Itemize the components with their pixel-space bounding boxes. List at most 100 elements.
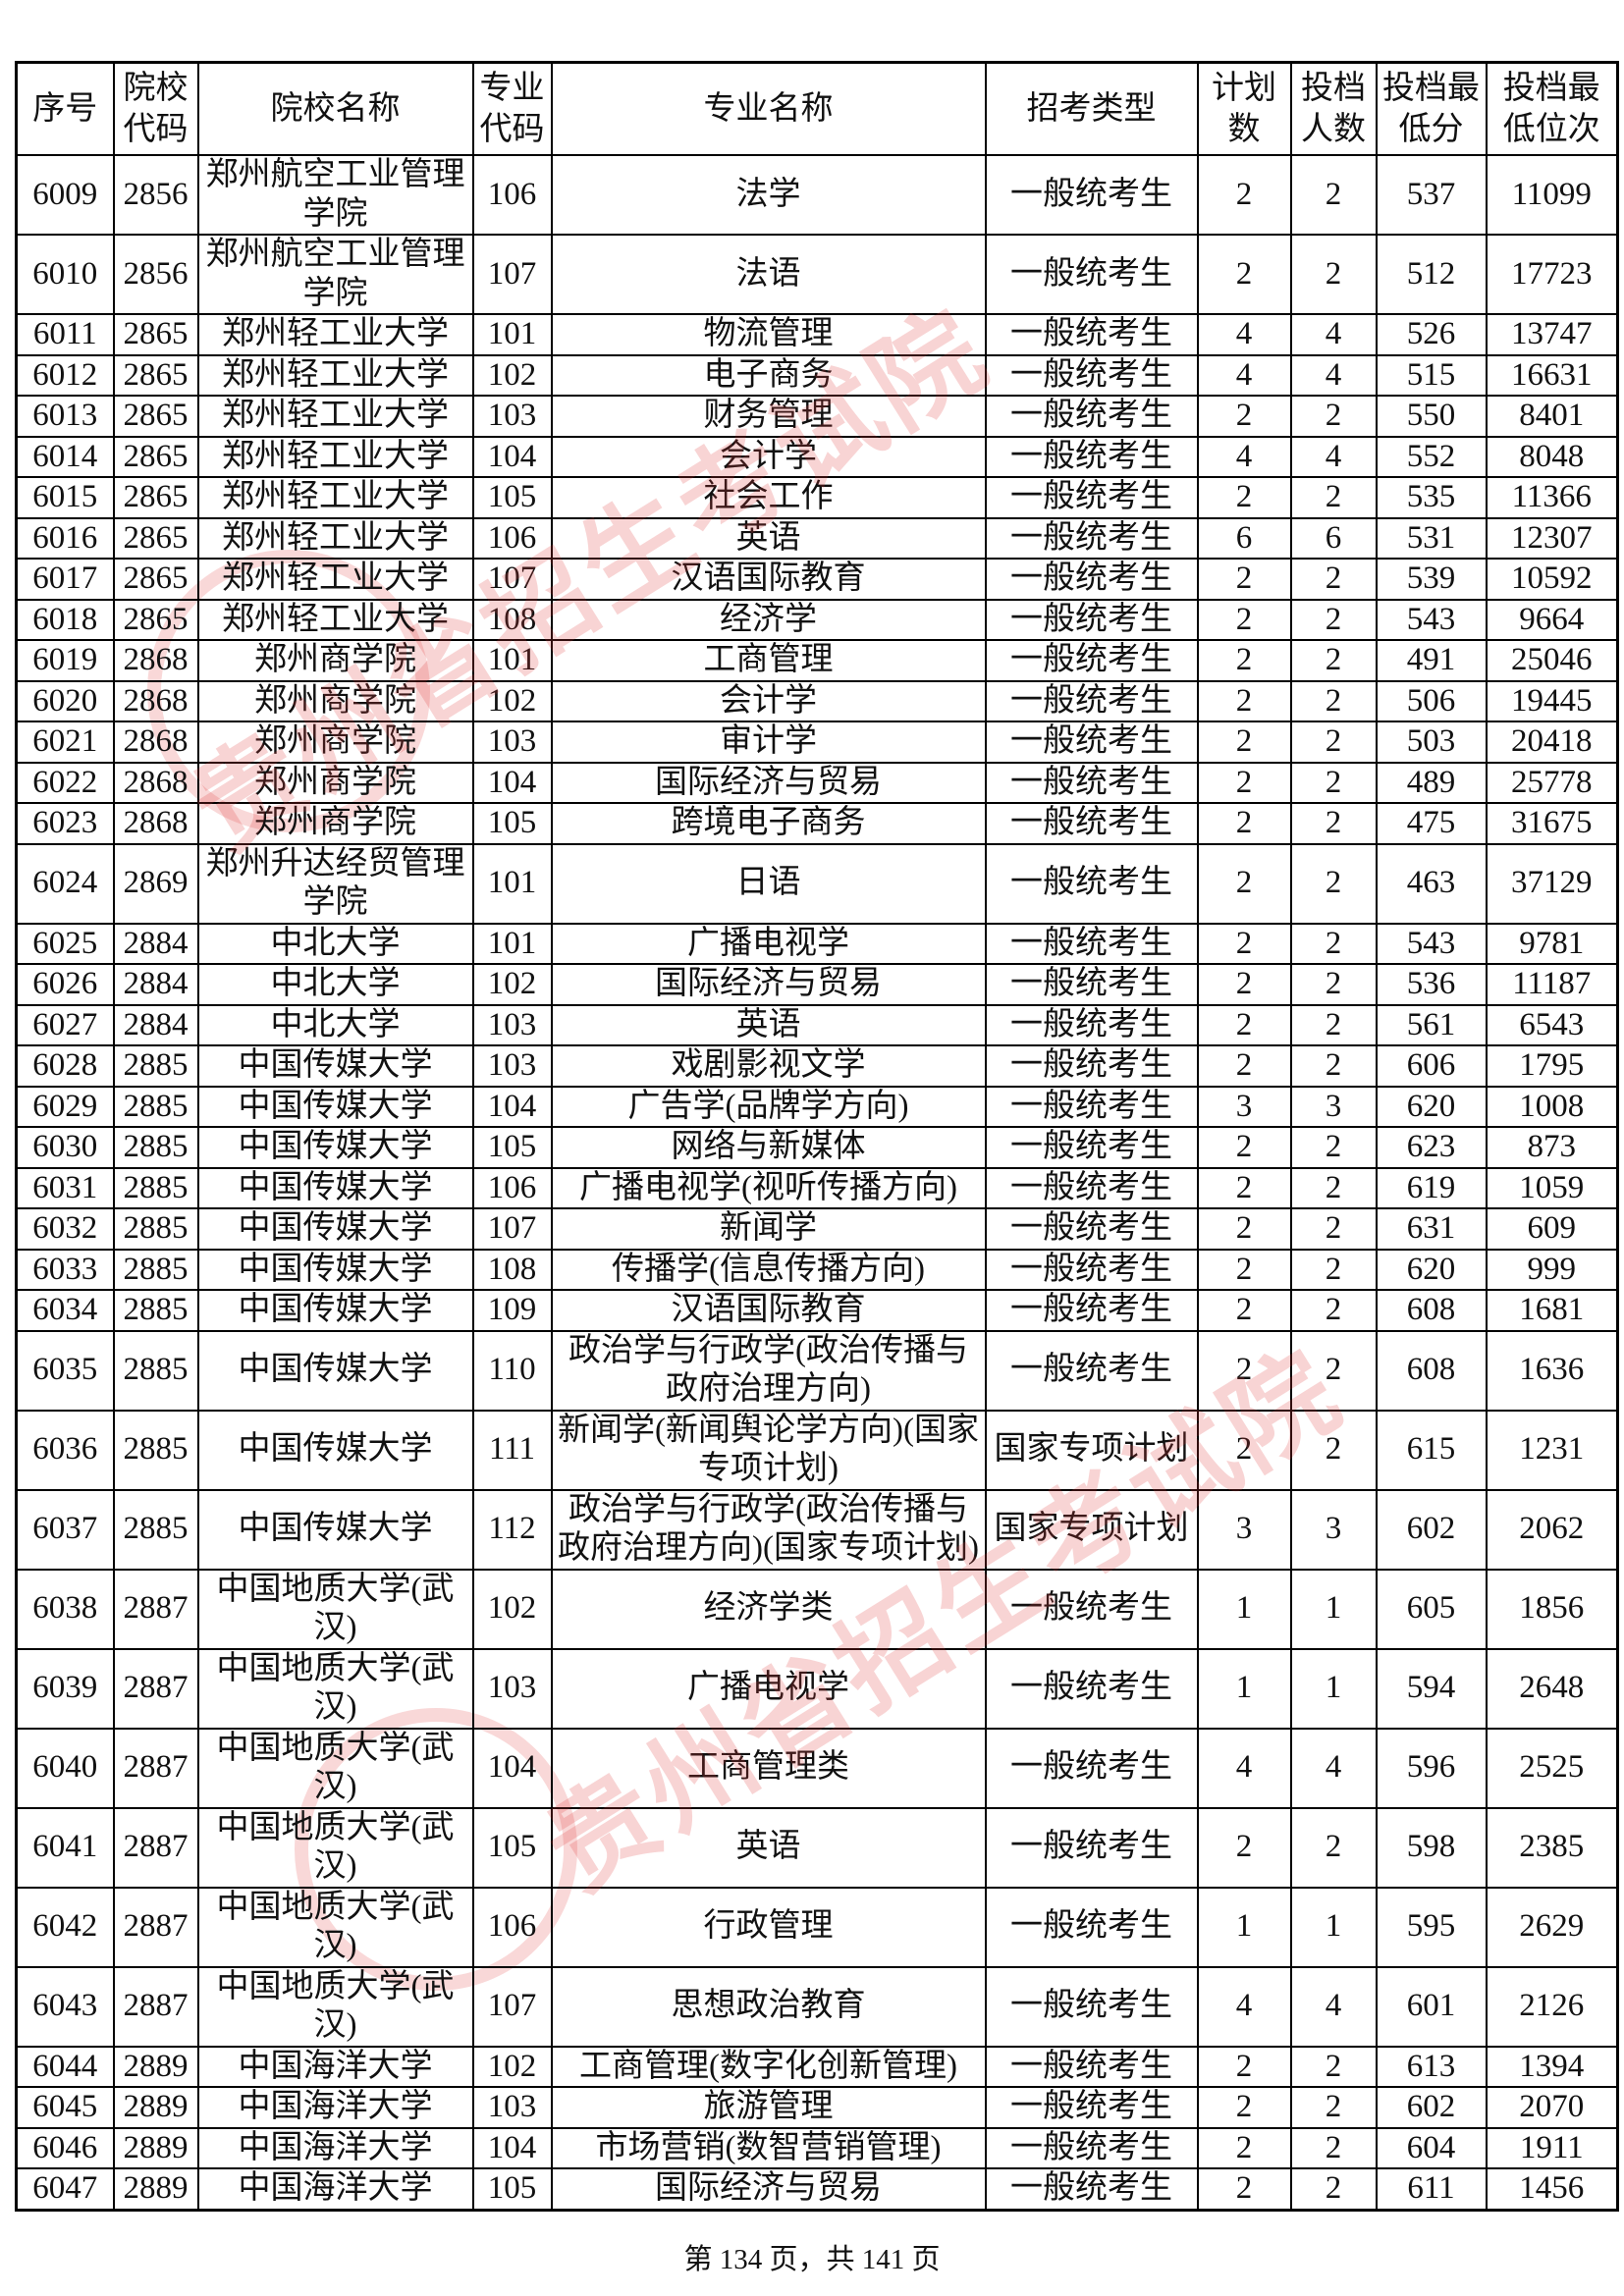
cell-seq: 6024: [15, 842, 115, 925]
cell-major-name: 广播电视学: [550, 922, 987, 965]
cell-major-code: 106: [471, 516, 553, 560]
cell-major-code: 103: [471, 1044, 553, 1088]
cell-admitted-count: 2: [1289, 476, 1378, 519]
cell-plan-count: 1: [1196, 1886, 1292, 1968]
cell-major-code: 104: [471, 1085, 553, 1128]
cell-school-code: 2885: [112, 1126, 199, 1169]
cell-plan-count: 2: [1196, 1003, 1292, 1046]
cell-min-score: 512: [1375, 234, 1488, 315]
table-row: 6026 2884 中北大学 102 国际经济与贸易 一般统考生 2 2 536 11187: [15, 963, 1619, 1006]
cell-school-name: 郑州商学院: [196, 761, 474, 804]
cell-plan-count: 2: [1196, 1126, 1292, 1169]
cell-major-name: 政治学与行政学(政治传播与政府治理方向): [550, 1329, 987, 1412]
cell-school-code: 2869: [112, 842, 199, 925]
table-row: 6021 2868 郑州商学院 103 审计学 一般统考生 2 2 503 20418: [15, 721, 1619, 764]
cell-plan-count: 2: [1196, 476, 1292, 519]
cell-exam-type: 一般统考生: [984, 516, 1199, 560]
cell-seq: 6027: [15, 1003, 115, 1046]
cell-major-code: 108: [471, 1248, 553, 1291]
cell-plan-count: 2: [1196, 1044, 1292, 1088]
cell-min-score: 598: [1375, 1806, 1488, 1889]
table-row: 6032 2885 中国传媒大学 107 新闻学 一般统考生 2 2 631 609: [15, 1207, 1619, 1251]
cell-seq: 6020: [15, 679, 115, 722]
cell-min-rank: 16631: [1485, 353, 1619, 397]
cell-major-code: 105: [471, 476, 553, 519]
cell-min-rank: 1456: [1485, 2167, 1619, 2211]
cell-major-code: 103: [471, 1647, 553, 1730]
cell-exam-type: 一般统考生: [984, 558, 1199, 601]
table-row: 6014 2865 郑州轻工业大学 104 会计学 一般统考生 4 4 552 8048: [15, 435, 1619, 478]
table-row: 6044 2889 中国海洋大学 102 工商管理(数字化创新管理) 一般统考生 2 2 613…: [15, 2045, 1619, 2088]
cell-min-score: 543: [1375, 598, 1488, 641]
cell-exam-type: 一般统考生: [984, 1248, 1199, 1291]
cell-min-rank: 8048: [1485, 435, 1619, 478]
cell-min-score: 623: [1375, 1126, 1488, 1169]
cell-plan-count: 2: [1196, 1806, 1292, 1889]
cell-min-rank: 1394: [1485, 2045, 1619, 2088]
cell-min-score: 620: [1375, 1248, 1488, 1291]
cell-school-name: 郑州航空工业管理学院: [196, 154, 474, 236]
cell-major-name: 戏剧影视文学: [550, 1044, 987, 1088]
cell-exam-type: 一般统考生: [984, 1886, 1199, 1968]
cell-exam-type: 一般统考生: [984, 2086, 1199, 2129]
table-row: 6038 2887 中国地质大学(武汉) 102 经济学类 一般统考生 1 1 605 1856: [15, 1568, 1619, 1650]
cell-school-code: 2868: [112, 802, 199, 845]
cell-school-name: 郑州商学院: [196, 721, 474, 764]
cell-admitted-count: 6: [1289, 516, 1378, 560]
cell-seq: 6016: [15, 516, 115, 560]
cell-major-code: 104: [471, 761, 553, 804]
cell-plan-count: 2: [1196, 639, 1292, 682]
cell-school-name: 中国地质大学(武汉): [196, 1727, 474, 1809]
cell-major-code: 101: [471, 922, 553, 965]
cell-min-rank: 9781: [1485, 922, 1619, 965]
cell-school-code: 2887: [112, 1647, 199, 1730]
cell-admitted-count: 2: [1289, 2126, 1378, 2169]
cell-exam-type: 一般统考生: [984, 435, 1199, 478]
table-row: 6024 2869 郑州升达经贸管理学院 101 日语 一般统考生 2 2 463 37129: [15, 842, 1619, 925]
table-row: 6029 2885 中国传媒大学 104 广告学(品牌学方向) 一般统考生 3 3 620 100…: [15, 1085, 1619, 1128]
cell-school-code: 2865: [112, 435, 199, 478]
cell-exam-type: 一般统考生: [984, 1568, 1199, 1650]
cell-min-score: 491: [1375, 639, 1488, 682]
cell-min-score: 620: [1375, 1085, 1488, 1128]
cell-seq: 6045: [15, 2086, 115, 2129]
cell-major-name: 跨境电子商务: [550, 802, 987, 845]
cell-min-rank: 11187: [1485, 963, 1619, 1006]
cell-school-code: 2865: [112, 395, 199, 438]
cell-min-score: 606: [1375, 1044, 1488, 1088]
cell-major-name: 物流管理: [550, 313, 987, 356]
cell-admitted-count: 2: [1289, 598, 1378, 641]
cell-exam-type: 一般统考生: [984, 1727, 1199, 1809]
cell-major-name: 会计学: [550, 679, 987, 722]
cell-major-name: 英语: [550, 1003, 987, 1046]
cell-school-code: 2885: [112, 1289, 199, 1332]
cell-school-name: 郑州航空工业管理学院: [196, 234, 474, 315]
cell-school-code: 2889: [112, 2167, 199, 2211]
table-row: 6011 2865 郑州轻工业大学 101 物流管理 一般统考生 4 4 526 13747: [15, 313, 1619, 356]
cell-seq: 6043: [15, 1965, 115, 2048]
cell-admitted-count: 2: [1289, 1166, 1378, 1209]
cell-seq: 6047: [15, 2167, 115, 2211]
cell-admitted-count: 2: [1289, 1126, 1378, 1169]
cell-school-code: 2868: [112, 721, 199, 764]
cell-school-name: 中国海洋大学: [196, 2086, 474, 2129]
table-row: 6022 2868 郑州商学院 104 国际经济与贸易 一般统考生 2 2 489 25778: [15, 761, 1619, 804]
cell-school-name: 中国地质大学(武汉): [196, 1886, 474, 1968]
table-row: 6012 2865 郑州轻工业大学 102 电子商务 一般统考生 4 4 515 16631: [15, 353, 1619, 397]
cell-major-code: 103: [471, 721, 553, 764]
cell-school-code: 2887: [112, 1727, 199, 1809]
cell-major-code: 107: [471, 234, 553, 315]
cell-school-name: 郑州轻工业大学: [196, 476, 474, 519]
header-major-code: 专业代码: [471, 61, 553, 156]
cell-min-rank: 1911: [1485, 2126, 1619, 2169]
cell-major-name: 市场营销(数智营销管理): [550, 2126, 987, 2169]
cell-admitted-count: 2: [1289, 922, 1378, 965]
header-min-score: 投档最低分: [1375, 61, 1488, 156]
cell-major-code: 108: [471, 598, 553, 641]
cell-major-code: 102: [471, 679, 553, 722]
cell-major-name: 国际经济与贸易: [550, 2167, 987, 2211]
cell-major-code: 106: [471, 1166, 553, 1209]
cell-major-name: 行政管理: [550, 1886, 987, 1968]
cell-major-name: 国际经济与贸易: [550, 761, 987, 804]
cell-exam-type: 一般统考生: [984, 1965, 1199, 2048]
